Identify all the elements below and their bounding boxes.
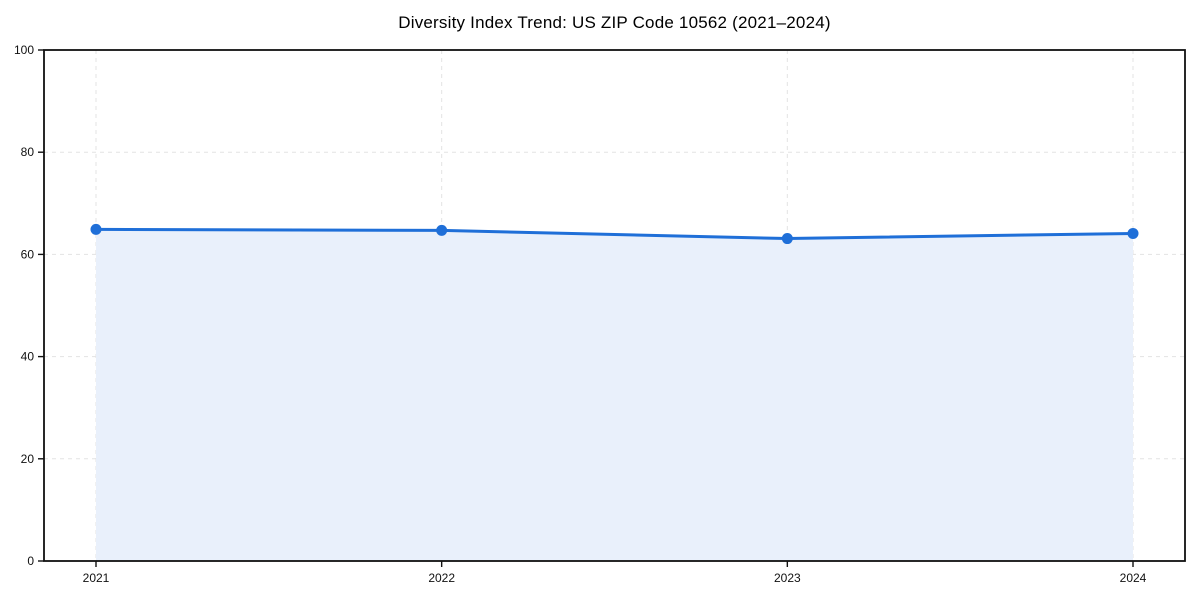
y-tick-label: 0 [27,554,34,568]
y-tick-label: 20 [21,452,35,466]
chart-title: Diversity Index Trend: US ZIP Code 10562… [398,13,831,32]
trend-line [94,227,1135,241]
y-tick-label: 100 [14,43,34,57]
plot-border [43,49,1186,562]
y-tick-label: 60 [21,247,35,261]
data-point [436,224,448,236]
area-fill [96,229,1133,561]
y-tick-label: 40 [21,350,35,364]
x-tick-label: 2022 [428,571,455,585]
x-tick-label: 2021 [83,571,110,585]
x-tick-label: 2024 [1120,571,1147,585]
y-tick-label: 80 [21,145,35,159]
data-point [1127,227,1139,239]
data-point [90,223,102,235]
data-point [781,233,793,245]
x-tick-label: 2023 [774,571,801,585]
